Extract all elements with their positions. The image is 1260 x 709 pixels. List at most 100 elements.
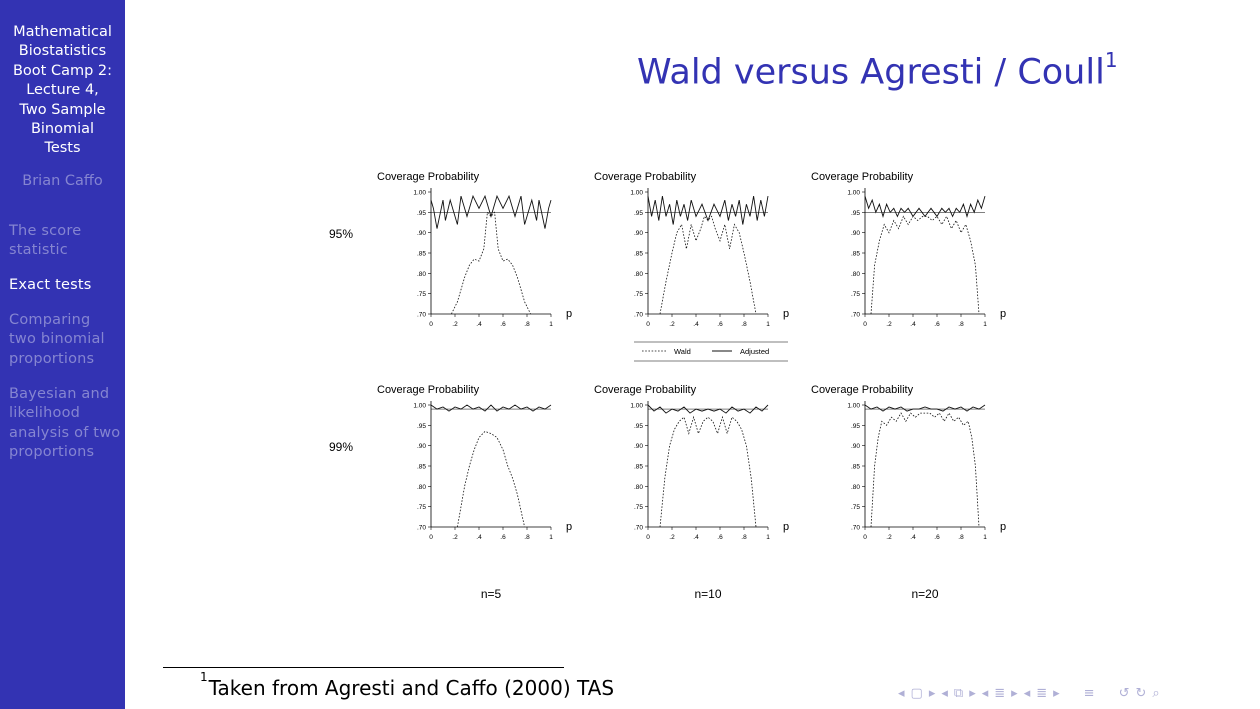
y-tick-label: .70: [851, 312, 860, 319]
nav-document-icon[interactable]: ≣: [1036, 685, 1048, 701]
chart-legend: Wald Adjusted: [634, 341, 788, 362]
section-label-line: The score: [9, 223, 82, 239]
y-tick-label: .70: [634, 525, 643, 532]
x-tick-label: 1: [766, 534, 770, 541]
nav-next-subsection-icon[interactable]: ▸: [969, 685, 976, 701]
footnote-rule: [163, 667, 564, 668]
row-label: 95%: [329, 227, 353, 241]
nav-next-section-icon[interactable]: ▸: [1011, 685, 1018, 701]
nav-prev-document-icon[interactable]: ◂: [1023, 685, 1031, 701]
x-axis-label: p: [566, 308, 572, 320]
nav-frame-icon[interactable]: ▢: [910, 685, 923, 701]
chart-panel: Coverage Probability1.00.95.90.85.80.75.…: [594, 171, 789, 328]
x-tick-label: .4: [476, 321, 482, 328]
author-name[interactable]: Brian Caffo: [22, 173, 103, 189]
x-tick-label: .8: [741, 534, 747, 541]
adjusted-series-line: [864, 195, 986, 218]
x-tick-label: 1: [549, 321, 553, 328]
y-tick-label: .75: [417, 504, 426, 511]
nav-forward-icon[interactable]: ↻: [1135, 685, 1147, 701]
wald-series-line: [870, 215, 980, 315]
x-tick-label: 1: [766, 321, 770, 328]
x-axis-label: p: [783, 308, 789, 320]
footnote-mark: 1: [1104, 48, 1118, 72]
column-label: n=20: [911, 587, 938, 601]
x-axis-label: p: [566, 521, 572, 533]
x-tick-label: .2: [669, 321, 675, 328]
y-tick-label: .95: [634, 423, 643, 430]
nav-next-document-icon[interactable]: ▸: [1053, 685, 1060, 701]
x-tick-label: .6: [500, 534, 506, 541]
y-tick-label: 1.00: [847, 190, 860, 197]
x-tick-label: 0: [863, 534, 867, 541]
chart-panel: Coverage Probability1.00.95.90.85.80.75.…: [377, 171, 572, 328]
y-tick-label: .85: [417, 464, 426, 471]
y-tick-label: .90: [851, 230, 860, 237]
y-tick-label: .85: [851, 464, 860, 471]
y-tick-label: .75: [634, 504, 643, 511]
chart-panel: Coverage Probability1.00.95.90.85.80.75.…: [811, 171, 1006, 328]
title-line: Binomial: [30, 121, 95, 138]
frame-title: Wald versus Agresti / Coull1: [637, 48, 1118, 93]
nav-back-icon[interactable]: ↺: [1118, 685, 1130, 701]
y-tick-label: .75: [634, 291, 643, 298]
x-axis-label: p: [1000, 521, 1006, 533]
section-label-line: Exact tests: [9, 277, 92, 293]
x-tick-label: .2: [669, 534, 675, 541]
title-line: Biostatistics: [18, 43, 107, 60]
y-tick-label: .70: [417, 312, 426, 319]
section-label-line: Bayesian and: [9, 386, 110, 402]
column-label: n=5: [481, 587, 502, 601]
x-tick-label: .6: [717, 321, 723, 328]
adjusted-series-line: [430, 404, 552, 412]
y-tick-label: .95: [851, 210, 860, 217]
row-label: 99%: [329, 440, 353, 454]
chart-panel: Coverage Probability1.00.95.90.85.80.75.…: [594, 384, 789, 541]
y-tick-label: 1.00: [847, 403, 860, 410]
adjusted-series-line: [864, 404, 986, 412]
legend-wald-label: Wald: [674, 347, 691, 356]
chart-panel: Coverage Probability1.00.95.90.85.80.75.…: [377, 384, 572, 541]
nav-prev-subsection-icon[interactable]: ◂: [941, 685, 948, 701]
x-tick-label: .4: [910, 534, 916, 541]
y-tick-label: .75: [851, 504, 860, 511]
x-tick-label: 0: [429, 534, 433, 541]
section-label-line: proportions: [9, 444, 95, 461]
nav-search-icon[interactable]: ⌕: [1152, 685, 1160, 701]
presentation-title[interactable]: Mathematical Biostatistics Boot Camp 2: …: [4, 23, 121, 159]
nav-prev-frame-icon[interactable]: ◂: [898, 685, 905, 701]
y-tick-label: .80: [851, 271, 860, 278]
nav-prev-section-icon[interactable]: ◂: [981, 685, 989, 701]
nav-next-frame-icon[interactable]: ▸: [928, 685, 936, 701]
title-line: Lecture 4,: [26, 82, 99, 99]
y-axis-label: Coverage Probability: [594, 384, 697, 396]
y-axis-label: Coverage Probability: [811, 171, 914, 183]
y-tick-label: .95: [634, 210, 643, 217]
y-tick-label: 1.00: [413, 190, 426, 197]
x-tick-label: 0: [646, 321, 650, 328]
x-tick-label: .4: [476, 534, 482, 541]
x-tick-label: .8: [524, 534, 530, 541]
sidebar-section-bayesian-likelihood[interactable]: Bayesian and likelihood analysis of two …: [9, 385, 123, 463]
sidebar: Mathematical Biostatistics Boot Camp 2: …: [0, 0, 125, 709]
y-tick-label: .95: [417, 423, 426, 430]
y-tick-label: .95: [851, 423, 860, 430]
x-tick-label: .6: [934, 534, 940, 541]
section-label-line: proportions: [9, 350, 95, 367]
nav-subsection-icon[interactable]: ⧉: [953, 685, 964, 701]
x-tick-label: .8: [741, 321, 747, 328]
sidebar-section-score-statistic[interactable]: The score statistic: [9, 222, 123, 261]
y-tick-label: .90: [634, 230, 643, 237]
y-tick-label: 1.00: [630, 190, 643, 197]
nav-appendix-icon[interactable]: ≡: [1083, 685, 1095, 701]
legend-adjusted-label: Adjusted: [740, 347, 769, 356]
nav-section-icon[interactable]: ≣: [994, 685, 1006, 701]
x-tick-label: .2: [886, 321, 892, 328]
sidebar-section-comparing-proportions[interactable]: Comparing two binomial proportions: [9, 311, 123, 369]
y-axis-label: Coverage Probability: [377, 384, 480, 396]
x-tick-label: 1: [983, 534, 987, 541]
y-tick-label: .80: [417, 484, 426, 491]
sidebar-section-exact-tests[interactable]: Exact tests: [9, 276, 123, 295]
y-tick-label: .95: [417, 210, 426, 217]
section-label-line: likelihood: [9, 405, 81, 422]
